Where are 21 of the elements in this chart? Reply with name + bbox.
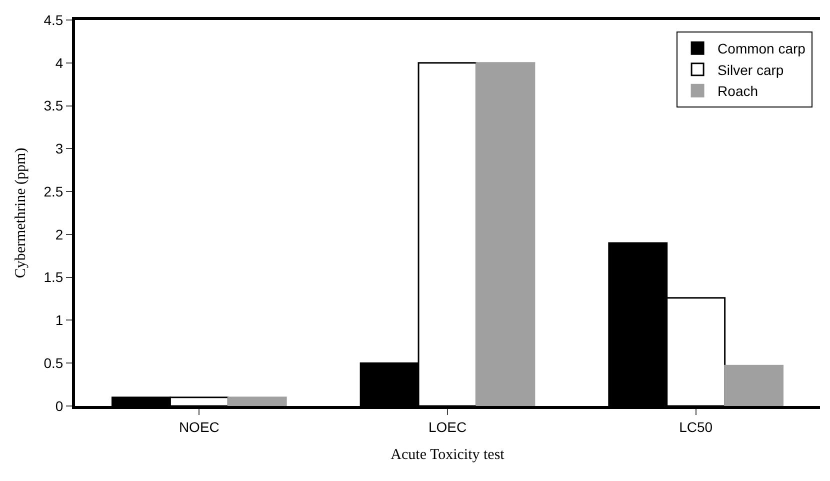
bar [476,62,536,406]
y-tick-label: 3 [55,140,64,157]
y-tick-label: 0.5 [44,355,64,372]
bar [227,396,287,406]
legend-label: Silver carp [718,62,784,78]
y-tick-label: 4.5 [44,12,64,28]
x-tick-label: NOEC [178,418,220,435]
x-tick-label: LC50 [679,418,713,435]
y-axis-title: Cybermethrine (ppm) [12,148,29,278]
x-axis-title: Acute Toxicity test [390,446,506,463]
y-tick-label: 2.5 [44,183,64,200]
y-tick-label: 2 [55,226,64,242]
legend-label: Common carp [718,40,806,57]
bar [724,364,784,406]
legend-label: Roach [718,83,758,100]
y-tick-label: 1 [55,312,64,328]
y-tick-label: 3.5 [44,98,64,114]
x-tick-label: LOEC [428,418,467,435]
y-tick-label: 0 [55,398,64,414]
y-tick-label: 1.5 [44,269,64,286]
y-tick-label: 4 [55,54,64,71]
